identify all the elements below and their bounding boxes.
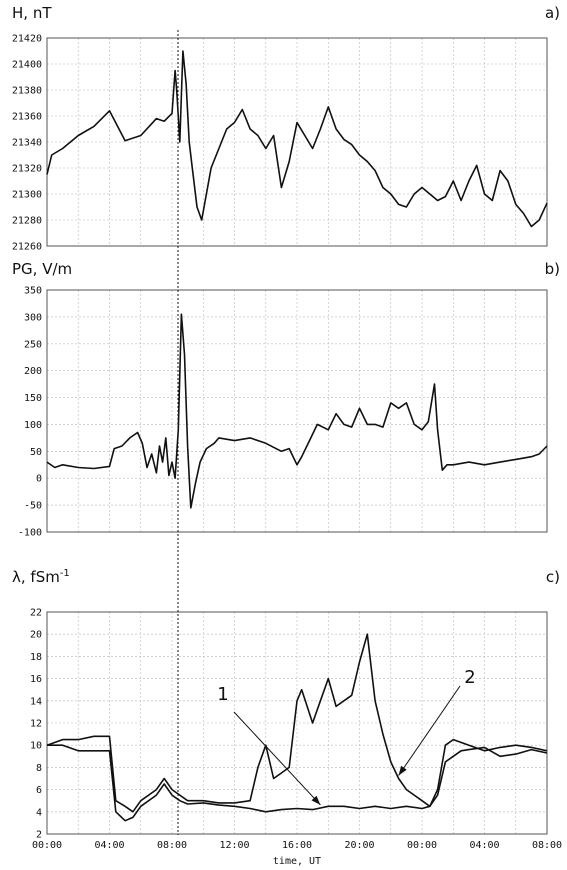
x-tick-label: 00:00: [407, 840, 437, 851]
y-tick-label: 21280: [12, 216, 42, 227]
x-tick-label: 08:00: [532, 840, 562, 851]
panel-2: -100 -50 0 50 100 150 200 250 300 350 PG, V/m b): [12, 260, 560, 539]
y-tick-label: -50: [24, 501, 42, 512]
y-tick-label: 250: [24, 339, 42, 350]
x-tick-label: 04:00: [469, 840, 499, 851]
y-axis-label: H, nT: [12, 4, 52, 22]
y-tick-label: 21360: [12, 112, 42, 123]
annotation-arrow-1: [233, 711, 321, 806]
x-tick-label: 08:00: [157, 840, 187, 851]
y-tick-label: 18: [30, 652, 42, 663]
panel-label: a): [545, 4, 560, 22]
y-tick-label: 21340: [12, 138, 42, 149]
y-tick-label: 150: [24, 393, 42, 404]
x-tick-label: 12:00: [219, 840, 249, 851]
y-tick-label: 21260: [12, 242, 42, 253]
plot-frame: [46, 611, 548, 835]
series-line-2: [46, 633, 548, 813]
x-tick-label: 00:00: [32, 840, 62, 851]
annotation-arrowhead-1: [311, 795, 321, 805]
y-axis-label-superscript: -1: [60, 568, 70, 579]
y-tick-label: 22: [30, 608, 42, 619]
y-tick-label: 100: [24, 420, 42, 431]
y-tick-label: 2: [36, 830, 42, 841]
series-line-1: [47, 744, 548, 822]
y-tick-label: 21300: [12, 190, 42, 201]
y-axis-label: PG, V/m: [12, 260, 72, 278]
x-tick-label: 04:00: [94, 840, 124, 851]
y-tick-label: 8: [36, 763, 42, 774]
y-tick-label: 350: [24, 286, 42, 297]
y-tick-label: 21400: [12, 60, 42, 71]
y-tick-label: 16: [30, 674, 42, 685]
panels: 2126021280213002132021340213602138021400…: [12, 4, 562, 867]
y-tick-label: 200: [24, 366, 42, 377]
y-tick-label: 6: [36, 785, 42, 796]
y-tick-label: 12: [30, 719, 42, 730]
x-tick-label: 16:00: [282, 840, 312, 851]
y-tick-label: 21380: [12, 86, 42, 97]
y-axis-label: λ, fSm-1: [12, 568, 70, 586]
annotation-arrow-2: [398, 685, 461, 776]
y-tick-label: 0: [36, 474, 42, 485]
series-line-2: [46, 313, 548, 509]
y-tick-label: 4: [36, 807, 42, 818]
panel-label: c): [546, 568, 560, 586]
x-axis-label: time, UT: [273, 856, 321, 867]
panel-1: 21260 21280 21300 21320 21340 21360 21380 21400…: [12, 4, 560, 253]
y-tick-label: 20: [30, 630, 42, 641]
y-tick-label: 21420: [12, 34, 42, 45]
annotation-label-2: 2: [464, 667, 475, 688]
y-tick-label: 21320: [12, 164, 42, 175]
y-tick-label: -100: [18, 528, 42, 539]
y-tick-label: 50: [30, 447, 42, 458]
series-line-1: [46, 50, 548, 228]
panel-label: b): [545, 260, 560, 278]
y-tick-label: 14: [30, 696, 42, 707]
annotation-arrowhead-2: [398, 765, 407, 776]
y-tick-label: 10: [30, 741, 42, 752]
annotation-label-1: 1: [217, 684, 228, 705]
plot-frame: [46, 289, 548, 533]
x-tick-label: 20:00: [344, 840, 374, 851]
y-tick-label: 300: [24, 312, 42, 323]
plot-frame: [46, 37, 548, 247]
